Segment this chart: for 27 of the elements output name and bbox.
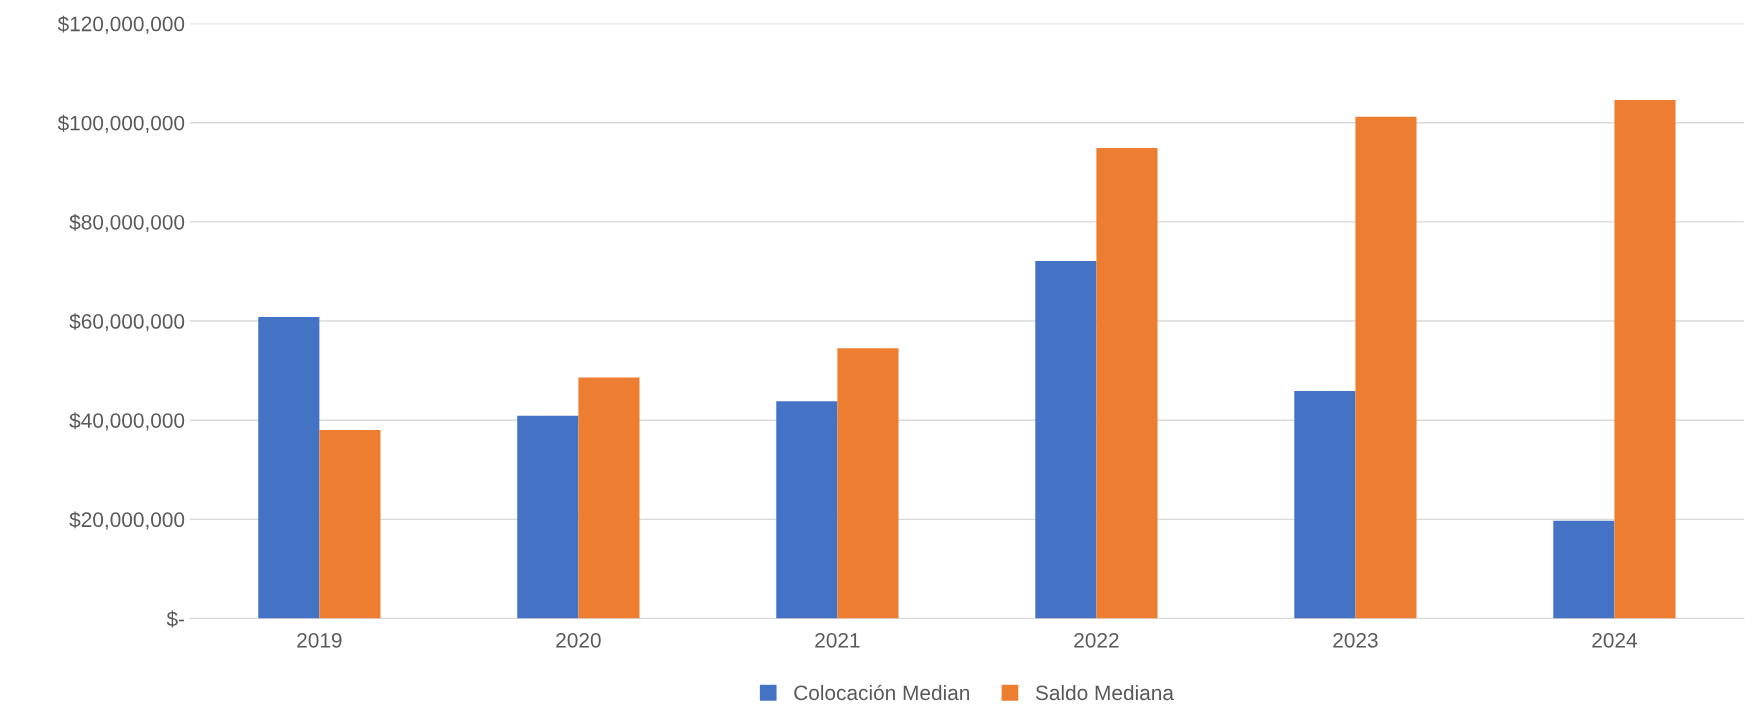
y-tick-label: $40,000,000 [69, 412, 185, 431]
y-tick-label: $80,000,000 [69, 214, 185, 233]
y-tick-label: $60,000,000 [69, 313, 185, 332]
y-tick-label: $120,000,000 [57, 15, 185, 34]
legend-label: Colocación Median [794, 684, 970, 701]
bar [837, 348, 899, 619]
x-tick-label: 2020 [556, 632, 601, 648]
x-tick-label: 2019 [297, 632, 342, 648]
bar [776, 401, 838, 619]
y-tick-label: $100,000,000 [57, 114, 185, 133]
x-tick-label: 2021 [815, 632, 860, 648]
bar [1035, 261, 1097, 619]
legend-label: Saldo Mediana [1035, 684, 1174, 701]
y-tick-label: $20,000,000 [69, 511, 185, 530]
y-tick-label: $- [166, 610, 185, 628]
bar [1614, 99, 1676, 619]
bar [1355, 116, 1417, 619]
bar [578, 377, 640, 619]
x-tick-label: 2023 [1333, 632, 1378, 648]
bar [258, 317, 320, 619]
x-tick-label: 2024 [1592, 632, 1637, 648]
bar [1294, 390, 1356, 619]
bar [319, 430, 381, 619]
bar [517, 415, 579, 619]
bar [1096, 148, 1158, 619]
x-tick-label: 2022 [1074, 632, 1119, 648]
bar [1553, 520, 1615, 619]
